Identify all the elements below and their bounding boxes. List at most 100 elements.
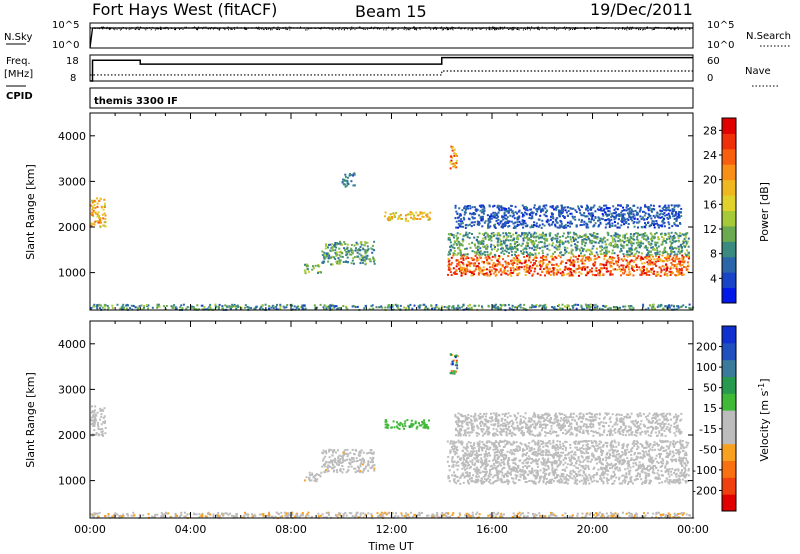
- nsky-sample: [370, 27, 372, 29]
- data-cell: [140, 304, 143, 307]
- data-cell: [684, 236, 687, 239]
- data-cell: [464, 248, 466, 250]
- noise-tick-top-left: 10^5: [52, 20, 79, 31]
- nsky-sample: [336, 27, 338, 29]
- data-cell: [571, 305, 574, 307]
- data-cell: [297, 308, 300, 311]
- data-cell: [104, 420, 107, 423]
- data-cell: [325, 305, 328, 308]
- data-cell: [505, 208, 508, 211]
- data-cell: [196, 304, 199, 307]
- data-cell: [628, 307, 631, 310]
- data-cell: [520, 262, 523, 265]
- data-cell: [622, 266, 625, 269]
- data-cell: [279, 305, 282, 308]
- data-cell: [581, 266, 584, 269]
- data-cell: [529, 239, 532, 242]
- data-cell: [365, 465, 367, 468]
- data-cell: [541, 236, 544, 239]
- data-cell: [662, 307, 665, 310]
- data-cell: [496, 456, 499, 459]
- data-cell: [482, 242, 485, 245]
- nsky-sample: [643, 29, 645, 31]
- freq-tick-bottom: 8: [70, 73, 76, 84]
- data-cell: [523, 206, 526, 209]
- data-cell: [94, 206, 97, 209]
- data-cell: [646, 269, 649, 272]
- data-cell: [635, 232, 638, 235]
- nsky-sample: [135, 28, 137, 30]
- data-cell: [626, 237, 629, 239]
- data-cell: [672, 210, 675, 212]
- data-cell: [563, 215, 566, 218]
- data-cell: [570, 271, 573, 274]
- data-cell: [635, 443, 638, 446]
- nsky-sample: [413, 26, 415, 28]
- data-cell: [564, 223, 567, 226]
- data-cell: [420, 424, 422, 427]
- data-cell: [514, 306, 517, 309]
- data-cell: [368, 258, 371, 261]
- data-cell: [505, 214, 508, 217]
- data-cell: [481, 307, 484, 310]
- data-cell: [632, 458, 635, 461]
- data-cell: [646, 256, 649, 259]
- data-cell: [436, 306, 439, 309]
- data-cell: [556, 245, 559, 248]
- data-cell: [538, 247, 541, 250]
- data-cell: [462, 303, 465, 306]
- nsky-sample: [640, 27, 642, 29]
- data-cell: [306, 263, 309, 266]
- data-cell: [614, 224, 617, 227]
- data-cell: [519, 306, 522, 309]
- nsky-sample: [571, 28, 573, 30]
- data-cell: [572, 274, 575, 277]
- data-cell: [96, 197, 98, 200]
- nsky-sample: [180, 27, 182, 29]
- data-cell: [625, 239, 628, 242]
- nsky-sample: [277, 28, 279, 30]
- data-cell: [507, 207, 510, 210]
- noise-tick-bottom-left: 10^0: [52, 40, 79, 51]
- nsky-sample: [134, 28, 136, 30]
- data-cell: [655, 274, 658, 277]
- data-cell: [497, 238, 500, 240]
- data-cell: [422, 216, 425, 218]
- data-cell: [593, 204, 596, 207]
- nsky-sample: [219, 28, 221, 30]
- data-cell: [552, 220, 555, 223]
- data-cell: [488, 269, 491, 272]
- nsky-sample: [646, 27, 648, 29]
- data-cell: [680, 250, 683, 253]
- data-cell: [575, 446, 578, 449]
- data-cell: [348, 174, 351, 177]
- data-cell: [599, 237, 602, 240]
- data-cell: [419, 212, 422, 215]
- data-cell: [624, 270, 627, 273]
- data-cell: [502, 218, 505, 221]
- nsky-sample: [320, 28, 322, 30]
- data-cell: [510, 235, 513, 238]
- data-cell: [647, 458, 650, 461]
- data-cell: [93, 303, 96, 306]
- data-cell: [654, 222, 657, 225]
- data-cell: [667, 206, 670, 209]
- data-cell: [600, 454, 603, 456]
- data-cell: [596, 236, 599, 239]
- data-cell: [501, 246, 504, 249]
- data-cell: [346, 184, 349, 187]
- data-cell: [642, 238, 645, 241]
- data-cell: [561, 260, 564, 263]
- data-cell: [427, 426, 430, 429]
- data-cell: [389, 306, 392, 309]
- data-cell: [366, 452, 368, 455]
- data-cell: [483, 207, 486, 210]
- data-cell: [509, 239, 512, 242]
- data-cell: [650, 250, 652, 253]
- data-cell: [291, 304, 294, 307]
- data-cell: [460, 218, 463, 221]
- data-cell: [447, 305, 450, 308]
- data-cell: [488, 204, 491, 207]
- data-cell: [427, 427, 430, 430]
